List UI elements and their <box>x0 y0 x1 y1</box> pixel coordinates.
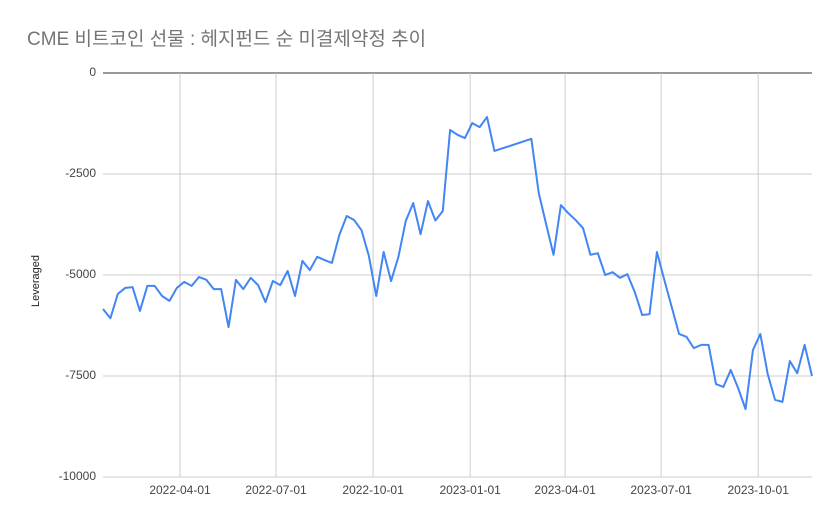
y-tick-label: -5000 <box>65 267 96 281</box>
x-tick-label: 2023-01-01 <box>439 483 501 497</box>
y-tick-label: -2500 <box>65 166 96 180</box>
x-tick-label: 2023-04-01 <box>534 483 596 497</box>
x-tick-label: 2022-07-01 <box>245 483 307 497</box>
chart-title: CME 비트코인 선물 : 헤지펀드 순 미결제약정 추이 <box>27 28 426 50</box>
data-line <box>102 116 813 411</box>
x-tick-label: 2023-07-01 <box>630 483 692 497</box>
y-tick-label: -7500 <box>65 368 96 382</box>
y-tick-label: -10000 <box>59 469 97 483</box>
x-tick-label: 2022-10-01 <box>342 483 404 497</box>
x-tick-label: 2023-10-01 <box>727 483 789 497</box>
y-tick-label: 0 <box>89 65 96 79</box>
y-axis-label: Leveraged <box>30 255 42 307</box>
x-tick-label: 2022-04-01 <box>149 483 211 497</box>
